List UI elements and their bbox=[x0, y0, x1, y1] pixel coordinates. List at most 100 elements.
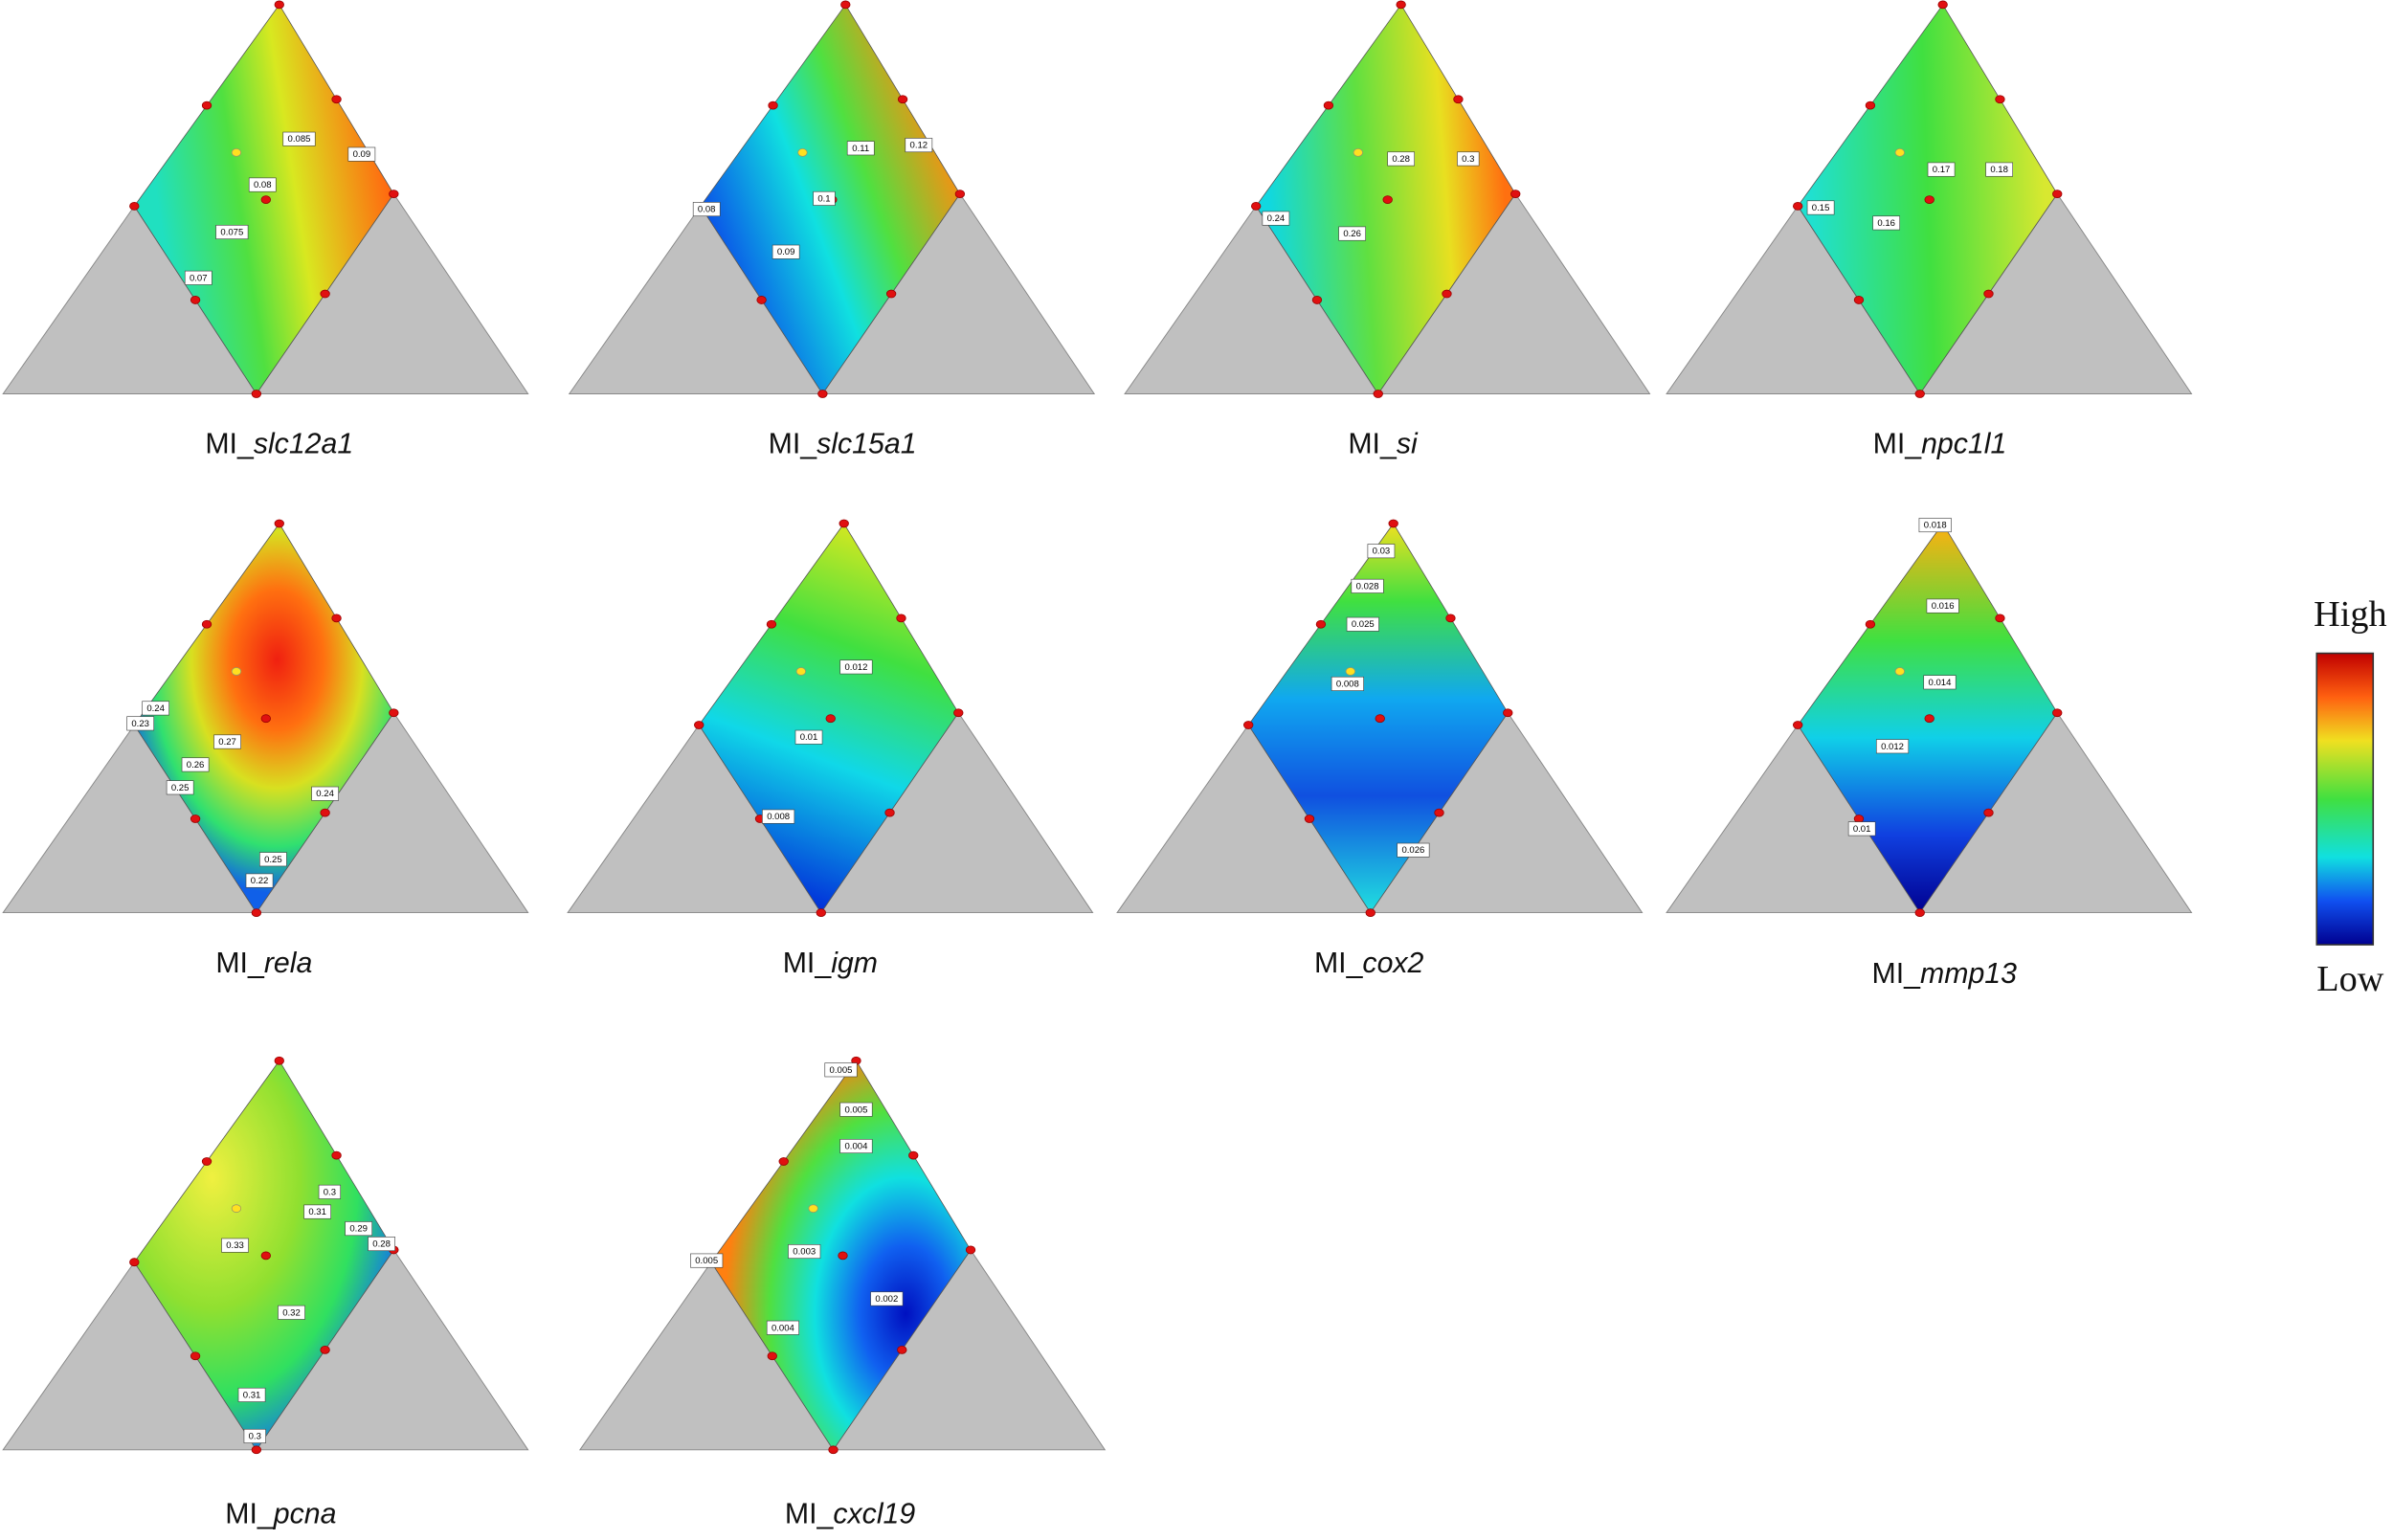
design-point bbox=[1793, 721, 1803, 729]
contour-label-box bbox=[1875, 739, 1910, 754]
contour-label: 0.23 bbox=[131, 719, 149, 729]
contour-label-box bbox=[1985, 162, 2013, 177]
contour-label-box bbox=[1872, 215, 1901, 231]
contour-label: 0.24 bbox=[316, 789, 334, 799]
contour-label: 0.004 bbox=[772, 1323, 795, 1333]
design-point bbox=[389, 190, 399, 199]
contour-label: 0.22 bbox=[251, 876, 269, 886]
contour-label-box bbox=[347, 146, 376, 162]
contour-label-box bbox=[213, 734, 241, 749]
contour-label: 0.25 bbox=[264, 855, 282, 865]
design-point bbox=[1388, 519, 1398, 528]
contour-label-box bbox=[1367, 544, 1396, 559]
design-point bbox=[965, 1245, 976, 1255]
optimum-point bbox=[795, 667, 807, 676]
design-point bbox=[766, 619, 777, 629]
design-point bbox=[817, 390, 828, 398]
design-point bbox=[1793, 201, 1803, 211]
gene-name: pcna bbox=[273, 1498, 337, 1529]
design-point bbox=[2052, 708, 2063, 718]
optimum-point bbox=[231, 147, 242, 157]
panel-label: MI_rela bbox=[215, 948, 312, 979]
design-point bbox=[331, 1150, 342, 1160]
contour-label: 0.09 bbox=[353, 149, 371, 160]
contour-label: 0.07 bbox=[190, 273, 208, 283]
design-point bbox=[1304, 815, 1315, 823]
contour-label: 0.03 bbox=[1373, 547, 1391, 557]
design-point bbox=[694, 721, 704, 729]
design-point bbox=[389, 708, 399, 718]
contour-label-box bbox=[846, 141, 875, 156]
design-point bbox=[1250, 201, 1262, 211]
design-point bbox=[1445, 614, 1456, 623]
contour-label: 0.016 bbox=[1932, 601, 1955, 612]
contour-label: 0.004 bbox=[845, 1142, 869, 1152]
design-point bbox=[1243, 721, 1254, 729]
contour-label-box bbox=[1262, 211, 1290, 226]
contour-label-box bbox=[221, 1238, 249, 1253]
panel-label: MI_igm bbox=[783, 948, 878, 979]
contour-label-box bbox=[345, 1221, 373, 1237]
design-point bbox=[1995, 95, 2005, 104]
contour-label-box bbox=[243, 1428, 266, 1443]
design-point bbox=[274, 0, 284, 10]
gene-name: cxcl19 bbox=[833, 1498, 915, 1529]
design-point bbox=[897, 1345, 907, 1354]
design-point bbox=[885, 289, 897, 299]
optimum-point bbox=[231, 667, 242, 676]
contour-label-box bbox=[259, 852, 287, 867]
contour-label: 0.012 bbox=[1881, 742, 1904, 752]
design-point bbox=[1453, 95, 1464, 104]
design-point bbox=[331, 95, 342, 104]
contour-label: 0.11 bbox=[852, 144, 869, 154]
contour-label-box bbox=[1918, 518, 1952, 533]
contour-label: 0.24 bbox=[1267, 213, 1286, 224]
legend-high: High bbox=[2314, 594, 2387, 635]
contour-label: 0.31 bbox=[243, 1390, 261, 1400]
contour-label-box bbox=[1847, 821, 1876, 837]
design-point bbox=[260, 195, 272, 204]
design-point bbox=[756, 296, 767, 304]
design-point bbox=[1442, 289, 1452, 299]
design-point bbox=[201, 619, 212, 629]
gene-name: si bbox=[1397, 429, 1419, 460]
design-point bbox=[260, 714, 272, 724]
design-point bbox=[839, 519, 849, 528]
contour-label-box bbox=[248, 177, 277, 192]
design-point bbox=[1510, 190, 1521, 199]
design-point bbox=[816, 908, 826, 917]
label-prefix: MI_ bbox=[1873, 429, 1923, 460]
contour-label: 0.003 bbox=[793, 1247, 816, 1258]
design-point bbox=[201, 100, 212, 110]
panel-label: MI_si bbox=[1348, 429, 1419, 460]
ternary-panel: 0.28 0.3 0.24 0.26 MI_si bbox=[1124, 0, 1651, 460]
optimum-point bbox=[797, 147, 808, 157]
contour-label: 0.026 bbox=[1401, 845, 1424, 856]
contour-label-box bbox=[1397, 842, 1430, 858]
label-prefix: MI_ bbox=[1872, 958, 1922, 990]
design-point bbox=[1323, 100, 1334, 110]
label-prefix: MI_ bbox=[1348, 429, 1398, 460]
design-point bbox=[778, 1157, 789, 1166]
optimum-point bbox=[808, 1204, 818, 1214]
design-point bbox=[1434, 808, 1444, 817]
panel-label: MI_cox2 bbox=[1314, 948, 1424, 979]
contour-label-box bbox=[692, 202, 721, 217]
contour-label: 0.26 bbox=[187, 760, 205, 770]
contour-label: 0.085 bbox=[288, 134, 311, 145]
contour-label: 0.28 bbox=[1392, 154, 1410, 165]
design-point bbox=[1937, 0, 1948, 10]
design-point bbox=[1914, 390, 1925, 398]
contour-label: 0.08 bbox=[698, 205, 716, 215]
contour-label-box bbox=[303, 1204, 331, 1219]
design-point bbox=[897, 95, 908, 104]
design-point bbox=[320, 1345, 330, 1354]
contour-label: 0.24 bbox=[146, 703, 165, 714]
design-point bbox=[825, 714, 836, 724]
legend-colorbar bbox=[2315, 652, 2375, 946]
contour-label: 0.32 bbox=[282, 1307, 301, 1318]
label-prefix: MI_ bbox=[215, 948, 265, 979]
contour-label-box bbox=[181, 757, 210, 772]
contour-label-box bbox=[215, 224, 249, 239]
